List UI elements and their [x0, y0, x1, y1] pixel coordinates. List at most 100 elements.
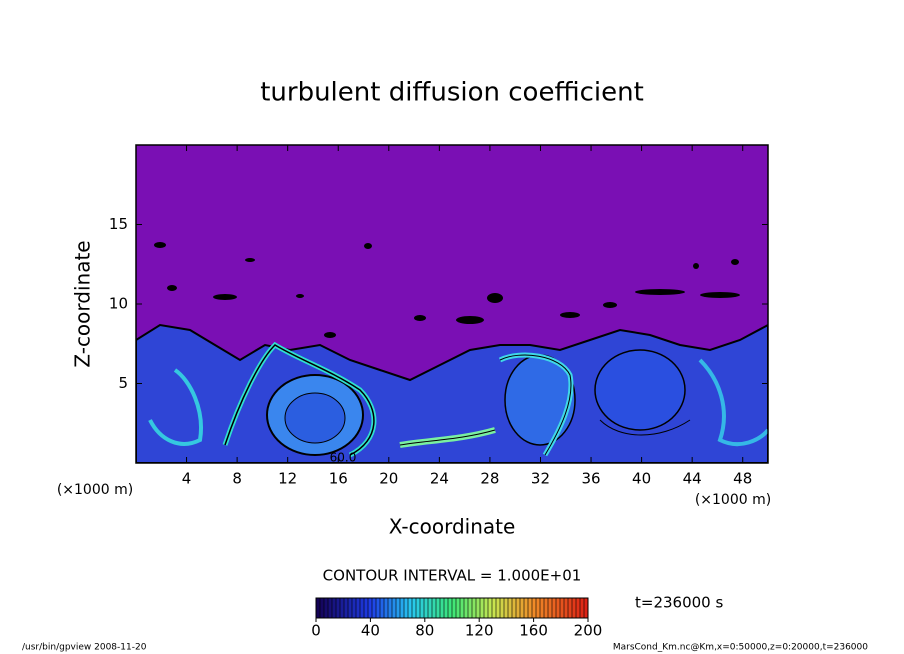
colorbar-cell	[380, 598, 385, 618]
colorbar-cell	[448, 598, 453, 618]
colorbar-cell	[436, 598, 441, 618]
colorbar-cell	[368, 598, 373, 618]
field	[136, 242, 768, 463]
x-unit-left: (×1000 m)	[57, 482, 133, 498]
colorbar-cell	[532, 598, 537, 618]
colorbar-cell	[540, 598, 545, 618]
colorbar-cell	[536, 598, 541, 618]
colorbar-cell	[480, 598, 485, 618]
x-tick-label: 40	[632, 470, 651, 488]
x-tick-label: 28	[480, 470, 499, 488]
colorbar-cell	[468, 598, 473, 618]
colorbar-cell	[464, 598, 469, 618]
colorbar-cell	[364, 598, 369, 618]
colorbar-cell	[580, 598, 585, 618]
colorbar-cell	[352, 598, 357, 618]
colorbar-cell	[332, 598, 337, 618]
colorbar-cell	[396, 598, 401, 618]
eddy	[284, 392, 346, 444]
colorbar-cell	[444, 598, 449, 618]
colorbar-cell	[560, 598, 565, 618]
colorbar-cell	[428, 598, 433, 618]
colorbar-cell	[372, 598, 377, 618]
filament	[698, 358, 768, 447]
colorbar-frame	[315, 597, 589, 619]
colorbar-cell	[452, 598, 457, 618]
colorbar-cell	[508, 598, 513, 618]
colorbar-cell	[424, 598, 429, 618]
colorbar-cell	[408, 598, 413, 618]
chart-title: turbulent diffusion coefficient	[260, 78, 644, 108]
eddy	[594, 349, 686, 431]
colorbar-tick-label: 120	[465, 622, 494, 640]
colorbar-cell	[568, 598, 573, 618]
x-tick-label: 20	[379, 470, 398, 488]
colorbar-tick-label: 40	[361, 622, 380, 640]
colorbar-cell	[572, 598, 577, 618]
colorbar-cell	[472, 598, 477, 618]
colorbar-cell	[548, 598, 553, 618]
x-tick-label: 32	[531, 470, 550, 488]
colorbar-cell	[412, 598, 417, 618]
footer-left: /usr/bin/gpview 2008-11-20	[22, 643, 147, 653]
colorbar-cell	[360, 598, 365, 618]
x-tick-label: 8	[232, 470, 242, 488]
x-tick-label: 16	[329, 470, 348, 488]
colorbar-cell	[492, 598, 497, 618]
time-label: t=236000 s	[635, 594, 723, 612]
colorbar-cell	[456, 598, 461, 618]
colorbar-cell	[388, 598, 393, 618]
contour	[499, 354, 572, 456]
colorbar-cell	[516, 598, 521, 618]
colorbar-cell	[348, 598, 353, 618]
x-tick-label: 12	[278, 470, 297, 488]
contour	[399, 429, 496, 446]
colorbar-cell	[440, 598, 445, 618]
colorbar-tick-label: 160	[519, 622, 548, 640]
x-tick-label: 24	[430, 470, 449, 488]
colorbar-cell	[384, 598, 389, 618]
colorbar-cell	[404, 598, 409, 618]
colorbar-cell	[420, 598, 425, 618]
colorbar-cell	[400, 598, 405, 618]
contour-interval: CONTOUR INTERVAL = 1.000E+01	[323, 567, 582, 585]
colorbar-cell	[344, 598, 349, 618]
colorbar-cell	[524, 598, 529, 618]
colorbar-cell	[528, 598, 533, 618]
y-axis-label: Z-coordinate	[71, 240, 95, 367]
colorbar-cell	[316, 598, 321, 618]
x-unit-right: (×1000 m)	[695, 492, 771, 508]
colorbar-cell	[328, 598, 333, 618]
colorbar-cell	[432, 598, 437, 618]
colorbar-cell	[376, 598, 381, 618]
colorbar-cell	[320, 598, 325, 618]
colorbar-cell	[504, 598, 509, 618]
islands	[154, 242, 740, 338]
colorbar-cell	[392, 598, 397, 618]
colorbar-cell	[484, 598, 489, 618]
contour-label: 60.0	[330, 451, 357, 465]
colorbar-cell	[564, 598, 569, 618]
colorbar-cell	[576, 598, 581, 618]
x-tick-label: 36	[581, 470, 600, 488]
colorbar-cell	[584, 598, 589, 618]
colorbar-cell	[356, 598, 361, 618]
filament	[148, 368, 203, 446]
colorbar-cell	[512, 598, 517, 618]
colorbar-cell	[552, 598, 557, 618]
footer-right: MarsCond_Km.nc@Km,x=0:50000,z=0:20000,t=…	[613, 643, 868, 653]
colorbar-cell	[336, 598, 341, 618]
x-tick-label: 4	[182, 470, 192, 488]
colorbar-cell	[460, 598, 465, 618]
x-axis-label: X-coordinate	[389, 515, 516, 539]
x-tick-label: 44	[683, 470, 702, 488]
colorbar-cell	[500, 598, 505, 618]
colorbar-cell	[544, 598, 549, 618]
x-tick-label: 48	[733, 470, 752, 488]
contour	[224, 344, 375, 456]
colorbar-cell	[416, 598, 421, 618]
colorbar-tick-label: 0	[311, 622, 321, 640]
colorbar-cell	[520, 598, 525, 618]
